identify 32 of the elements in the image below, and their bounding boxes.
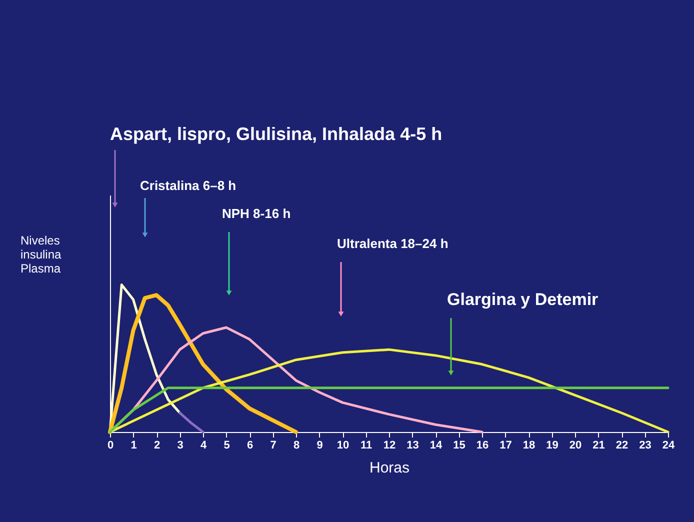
x-axis-title: Horas xyxy=(369,460,410,476)
x-tick-label: 12 xyxy=(383,440,396,452)
x-tick-label: 8 xyxy=(293,440,300,452)
x-tick-label: 16 xyxy=(476,440,489,452)
x-tick-label: 0 xyxy=(107,440,114,452)
x-tick-label: 20 xyxy=(569,440,582,452)
x-tick-label: 4 xyxy=(200,440,208,452)
x-tick-label: 1 xyxy=(130,440,137,452)
annotation: Glargina y Detemir xyxy=(447,290,599,309)
x-tick-label: 9 xyxy=(316,440,323,452)
x-tick-label: 22 xyxy=(616,440,628,452)
x-tick-label: 5 xyxy=(224,440,230,452)
text: Ultralenta 18–24 h xyxy=(337,236,448,251)
x-tick-label: 2 xyxy=(154,440,160,452)
y-axis-title: Niveles insulina Plasma xyxy=(20,234,62,276)
x-tick-label: 13 xyxy=(406,440,419,452)
x-tick-label: 7 xyxy=(270,440,276,452)
text: Cristalina 6–8 h xyxy=(140,178,236,193)
x-tick-label: 6 xyxy=(246,440,254,452)
x-tick-label: 10 xyxy=(336,440,350,452)
x-tick-label: 18 xyxy=(522,440,536,452)
x-tick-label: 11 xyxy=(360,440,372,452)
x-tick-label: 17 xyxy=(500,440,512,452)
x-tick-label: 3 xyxy=(177,440,184,452)
text: Aspart, lispro, Glulisina, Inhalada 4-5 h xyxy=(110,124,442,144)
x-tick-label: 24 xyxy=(662,440,676,452)
x-tick-label: 14 xyxy=(430,440,443,452)
text: NPH 8-16 h xyxy=(222,206,291,221)
x-tick-label: 21 xyxy=(592,440,605,452)
x-tick-label: 23 xyxy=(639,440,652,452)
x-tick-label: 19 xyxy=(546,440,558,452)
x-tick-label: 15 xyxy=(453,440,466,452)
